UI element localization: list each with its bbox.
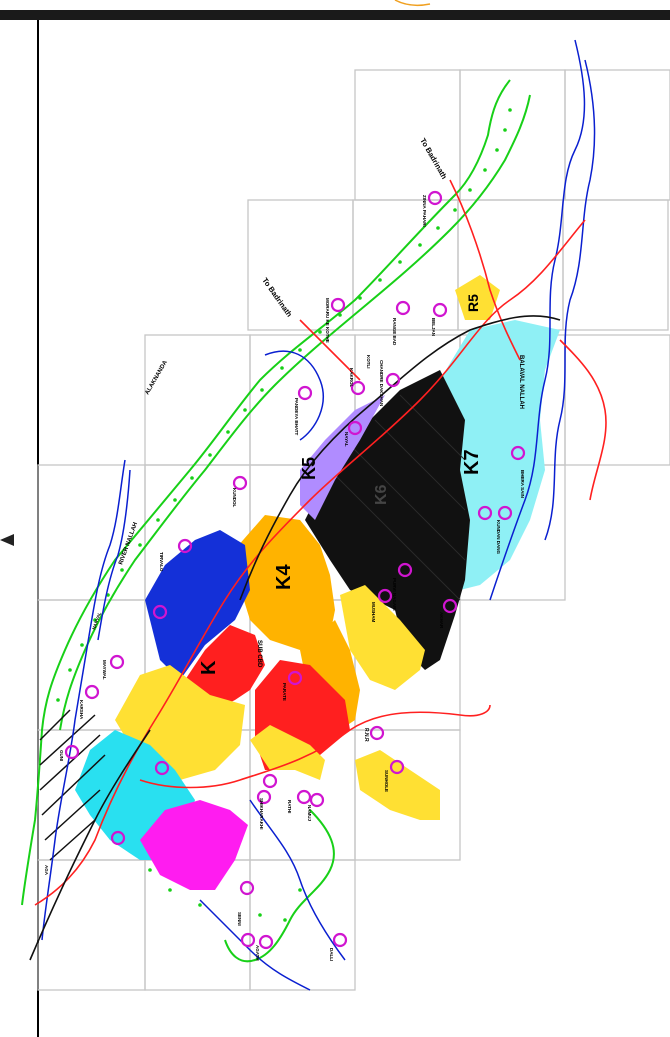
orange-arc xyxy=(394,0,431,7)
top-border xyxy=(0,10,670,20)
river-south-2 xyxy=(199,899,311,991)
village-label: BHERA SAIN xyxy=(520,470,525,498)
zone-k-red xyxy=(185,625,265,710)
village-label: KOTLI xyxy=(366,355,371,369)
village-label: AGA xyxy=(44,865,49,876)
road-south-loop xyxy=(139,704,491,789)
zone-label-r5: R5 xyxy=(465,294,481,312)
railway xyxy=(29,315,561,961)
zone-label-k: K xyxy=(198,660,220,675)
village-label: CHANDRE DAKSHAN xyxy=(379,360,384,406)
zone-labels: K7 R5 K6 K5 K4 K xyxy=(198,294,483,675)
village-label: NAMUJ xyxy=(307,805,312,821)
village-label: PARATE xyxy=(282,683,287,701)
zone-blue xyxy=(145,530,250,680)
village-label: RANGE BAD xyxy=(392,318,397,346)
village-label: SHIKHARAKHI xyxy=(259,798,264,830)
zone-yellow-south xyxy=(355,750,440,820)
village-label: TIRVALO xyxy=(159,552,164,572)
label-sub-cbd: SUB CBD xyxy=(256,640,262,668)
zone-label-k4: K4 xyxy=(273,564,295,590)
village-label: MUSHAM xyxy=(371,602,376,622)
river-east xyxy=(489,39,586,601)
village-label: AGATH xyxy=(255,945,260,961)
zone-label-k6: K6 xyxy=(373,484,390,505)
village-markers xyxy=(64,190,526,950)
green-belt-dots xyxy=(56,108,512,922)
river-east-2 xyxy=(544,59,596,541)
village-label: NARVAL xyxy=(91,611,102,630)
zone-yellow-mid xyxy=(250,725,325,780)
green-belt-south xyxy=(224,809,335,963)
label-nallah-right: BALAVAL NALLAH xyxy=(518,355,524,409)
zone-label-k5: K5 xyxy=(299,457,319,480)
village-label: RATHI xyxy=(287,800,292,813)
village-label: KAKROL xyxy=(349,368,354,387)
village-label: SUNHOLE xyxy=(384,770,389,792)
village-label: DALLI xyxy=(329,948,334,961)
village-label: GUNI xyxy=(59,750,64,761)
zone-yellow-east xyxy=(340,585,425,690)
zone-k6 xyxy=(305,370,470,670)
zone-magenta xyxy=(140,800,248,890)
road-to-badrinath-upper xyxy=(449,179,521,361)
village-label: AKHAR xyxy=(439,612,444,629)
zone-k6-hatch xyxy=(329,394,466,601)
label-hdta: R.N.R xyxy=(363,728,369,742)
village-label: NAYAL xyxy=(344,432,349,447)
green-belt-outer xyxy=(21,79,511,906)
river-mid xyxy=(264,350,324,441)
railway-line xyxy=(239,315,561,601)
village-label: MORARU KE KOTHE xyxy=(325,298,330,343)
zone-k4 xyxy=(230,515,335,650)
river-west-2 xyxy=(97,469,131,641)
village-label: MAYWAL xyxy=(102,660,107,680)
village-label: KUNDOL xyxy=(232,488,237,507)
rivers xyxy=(41,39,596,991)
zone-label-k7: K7 xyxy=(461,449,483,475)
village-label: KARSHA xyxy=(79,700,84,720)
village-label: SENNI xyxy=(237,912,242,926)
village-label: KUNDAN DANG xyxy=(496,520,501,554)
river-south xyxy=(249,799,346,961)
roads xyxy=(34,179,607,906)
village-label: ZINNA PAHARI xyxy=(422,195,427,227)
river-west xyxy=(41,459,126,941)
north-arrow-icon xyxy=(0,534,14,546)
label-to-badrinath-mid: To Badrinath xyxy=(260,276,294,319)
railway-west xyxy=(29,729,151,961)
green-belt-inner xyxy=(59,94,531,731)
zones xyxy=(39,275,560,890)
road-east-loop xyxy=(559,339,607,501)
village-label: PURVI NAGARI xyxy=(392,578,397,611)
zone-west-hatch xyxy=(39,709,106,861)
village-label: BELJAN xyxy=(431,318,436,336)
label-alaknanda: ALAKNANDA xyxy=(145,359,170,396)
road-to-badrinath-mid xyxy=(299,319,361,381)
label-to-badrinath-upper: To Badrinath xyxy=(418,137,449,181)
zone-k7 xyxy=(440,320,560,590)
village-labels: ZINNA PAHARI MORARU KE KOTHE RANGE BAD B… xyxy=(44,195,525,961)
green-belt xyxy=(21,79,531,963)
village-label: PANDEYA BHATT xyxy=(294,398,299,436)
road-main xyxy=(34,219,586,906)
